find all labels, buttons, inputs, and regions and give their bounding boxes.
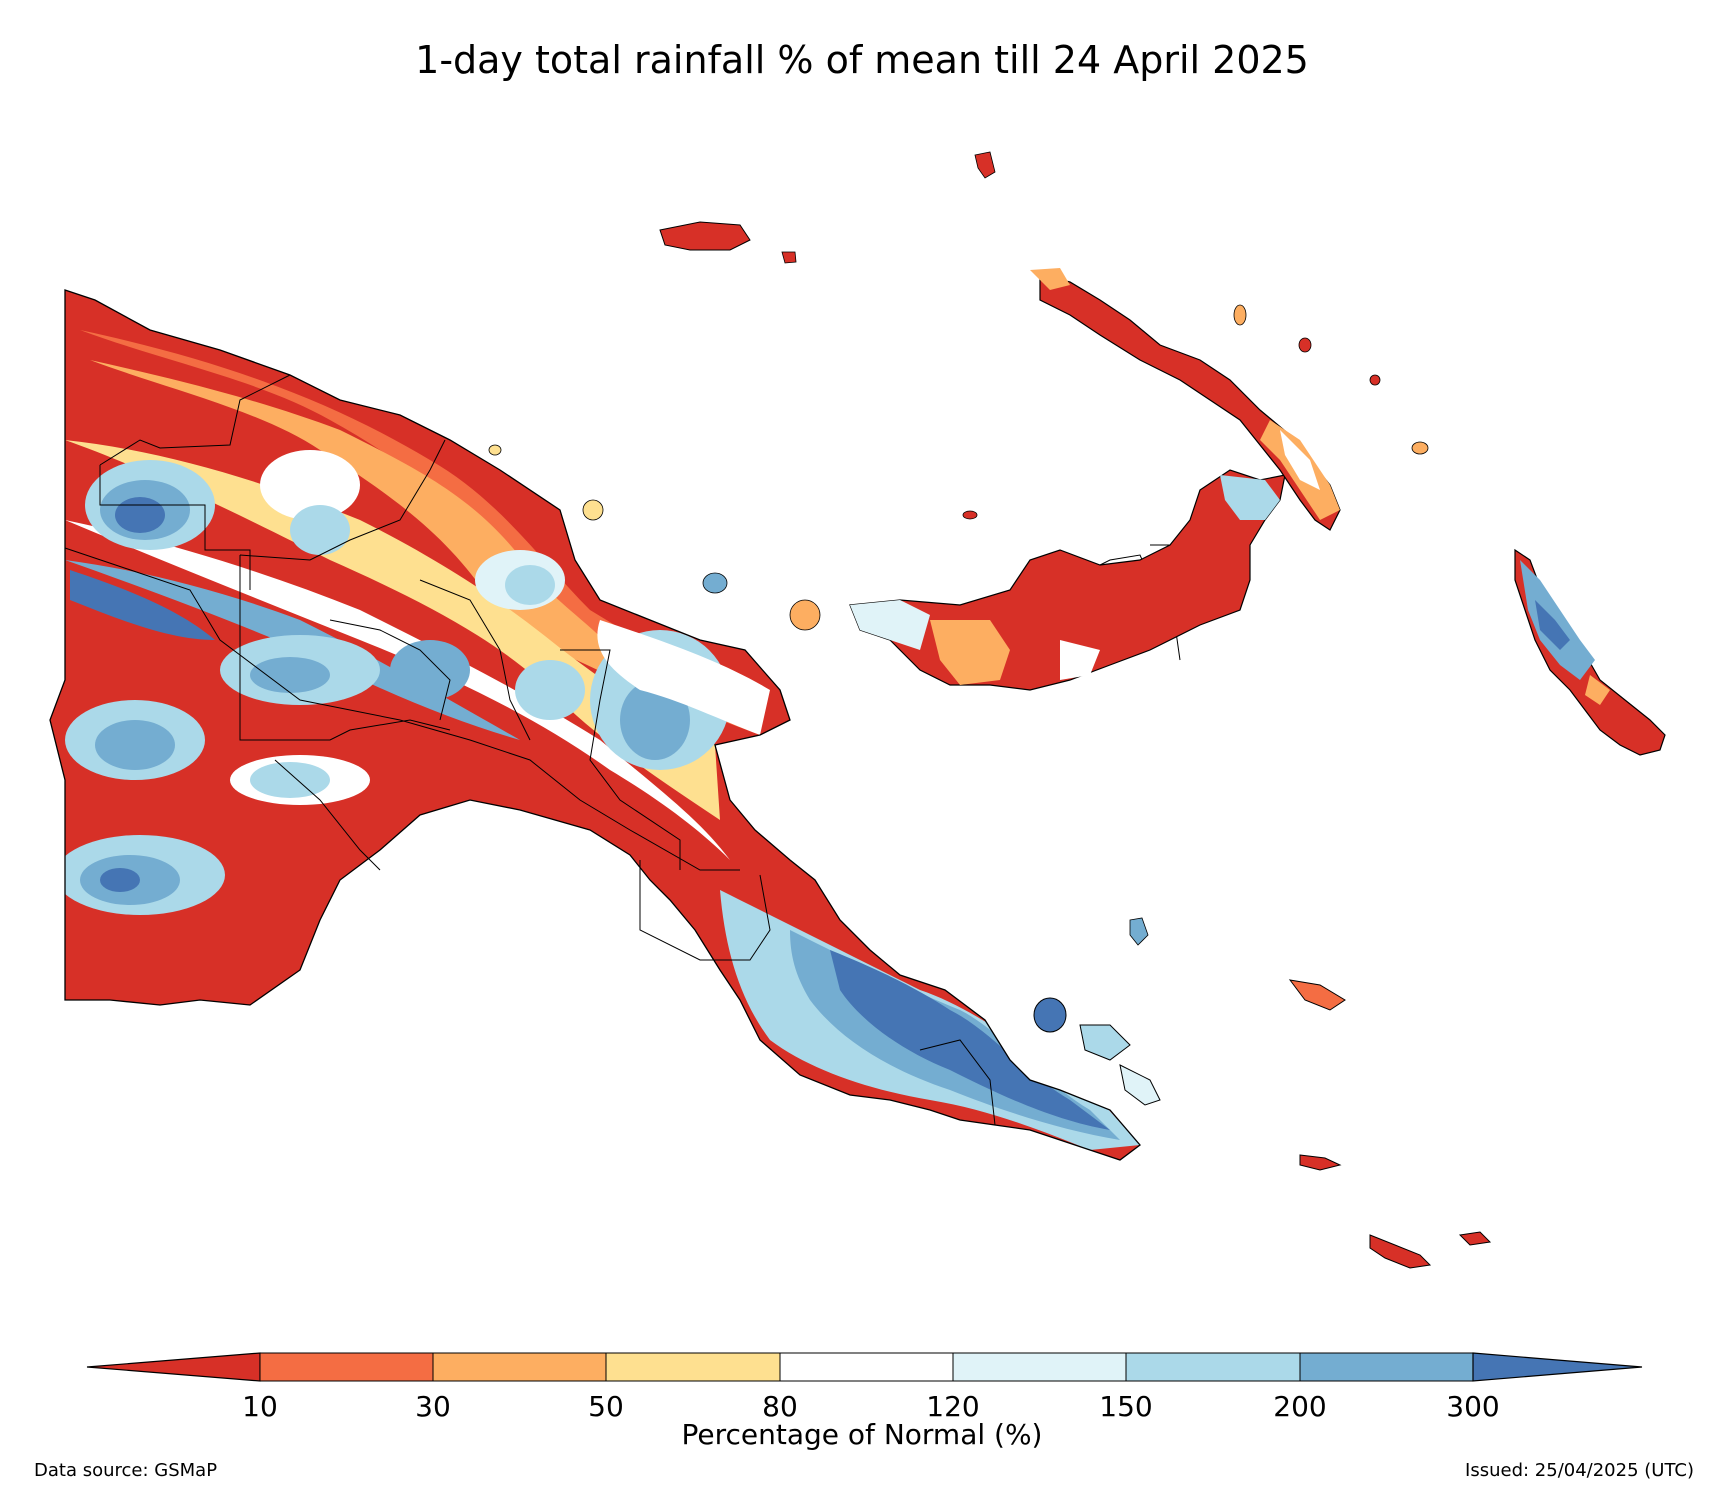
islet-witu	[1298, 337, 1312, 353]
mainland-coastline	[49, 289, 1141, 1161]
new-ireland	[1030, 268, 1341, 531]
province-boundaries	[64, 374, 1201, 1126]
colorbar-label: Percentage of Normal (%)	[681, 1418, 1043, 1451]
colorbar-tick-10: 10	[242, 1390, 278, 1423]
colorbar-bin-120-150	[952, 1352, 1127, 1382]
colorbar-bin-50-80	[605, 1352, 781, 1382]
colorbar-tick-80: 80	[762, 1390, 798, 1423]
colorbar-tick-120: 120	[926, 1390, 980, 1423]
manus-island	[659, 221, 751, 251]
data-source: Data source: GSMaP	[34, 1460, 218, 1481]
colorbar-tick-50: 50	[588, 1390, 624, 1423]
colorbar-bin-80-120	[779, 1352, 954, 1382]
rainfall-map	[49, 151, 1666, 1269]
bougainville	[1514, 548, 1666, 756]
colorbar-tick-300: 300	[1446, 1390, 1500, 1423]
woodlark-island	[1288, 979, 1346, 1011]
colorbar-bin-30-50	[432, 1352, 607, 1382]
colorbar-tick-200: 200	[1273, 1390, 1327, 1423]
umboi-island	[789, 599, 821, 631]
trobriand-islands	[1129, 917, 1149, 946]
goodenough-island	[1033, 997, 1067, 1033]
islet-lolobau	[962, 510, 978, 520]
colorbar-arrow-low	[86, 1352, 261, 1382]
islet-sepik	[488, 444, 502, 456]
rossel-island	[1458, 1231, 1492, 1246]
islet-north	[974, 151, 996, 179]
sudest-island	[1369, 1234, 1432, 1269]
long-island	[702, 572, 728, 594]
issued-date: Issued: 25/04/2025 (UTC)	[1465, 1460, 1694, 1481]
karkar-island	[582, 499, 604, 521]
colorbar-bin-150-200	[1125, 1352, 1301, 1382]
colorbar-tick-30: 30	[415, 1390, 451, 1423]
map-title: 1-day total rainfall % of mean till 24 A…	[415, 38, 1309, 82]
colorbar-bin-10-30	[259, 1352, 434, 1382]
manus-east	[781, 251, 797, 264]
new-britain	[849, 469, 1286, 691]
normanby-island	[1119, 1064, 1161, 1106]
colorbar-tick-150: 150	[1099, 1390, 1153, 1423]
islet-lihir	[1411, 441, 1429, 455]
colorbar-arrow-high	[1472, 1352, 1643, 1382]
colorbar-bin-200-300	[1299, 1352, 1474, 1382]
islet-feni	[1369, 374, 1381, 386]
islet-tabar	[1233, 304, 1247, 326]
misima-island	[1299, 1154, 1342, 1171]
fergusson-island	[1079, 1024, 1131, 1061]
